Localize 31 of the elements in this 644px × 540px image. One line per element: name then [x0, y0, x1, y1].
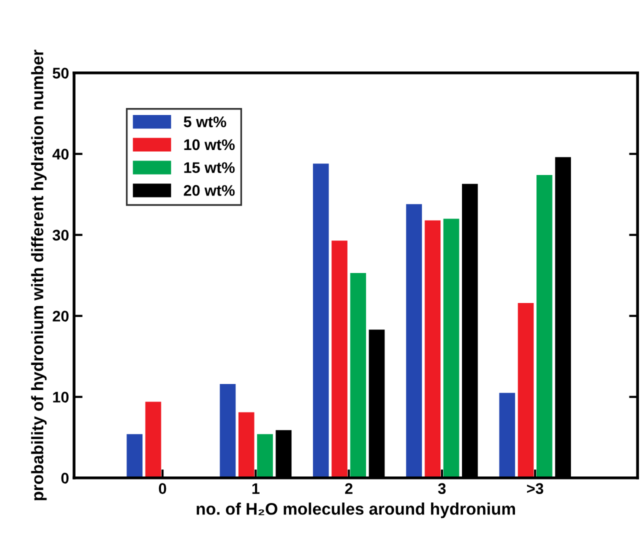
bar	[332, 240, 348, 478]
y-tick-label: 40	[52, 148, 69, 160]
bar	[238, 412, 254, 478]
bar	[350, 272, 366, 478]
y-tick-label: 10	[53, 392, 69, 403]
legend-label: 5 wt%	[184, 116, 226, 128]
x-tick-label: 1	[252, 483, 260, 494]
bar	[220, 384, 236, 478]
y-tick-label: 0	[61, 472, 69, 484]
bar	[406, 204, 422, 478]
y-tick-label: 50	[52, 68, 69, 79]
bar	[424, 220, 441, 478]
x-tick-label: 0	[158, 483, 166, 494]
bar	[536, 174, 552, 478]
bar	[499, 392, 516, 478]
x-axis-title: no. of H₂O molecules around hydronium	[196, 502, 515, 518]
x-tick-label: 3	[438, 483, 446, 494]
bar	[126, 434, 143, 478]
bar	[518, 302, 534, 478]
y-tick-label: 30	[52, 230, 69, 241]
bar	[145, 402, 162, 478]
bar	[443, 218, 460, 478]
legend-label: 20 wt%	[184, 185, 235, 196]
legend-label: 10 wt%	[184, 139, 235, 150]
legend-label: 15 wt%	[184, 162, 235, 173]
bar	[312, 164, 329, 478]
x-tick-label: >3	[527, 483, 544, 494]
y-axis-title: probability of hydronium with different hydration number	[31, 50, 47, 500]
x-tick-label: 2	[345, 483, 352, 494]
bar	[257, 434, 273, 478]
y-tick-label: 20	[52, 310, 69, 322]
